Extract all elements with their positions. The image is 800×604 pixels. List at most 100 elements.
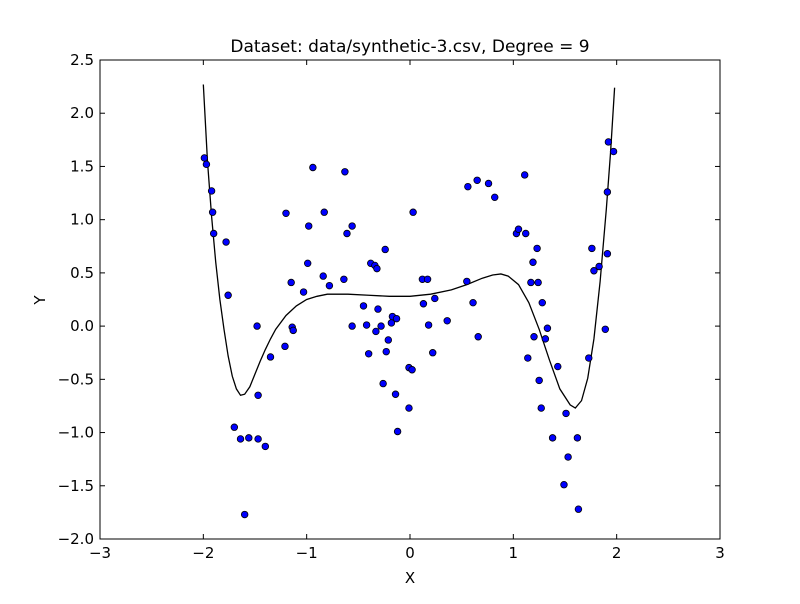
data-point <box>529 258 537 266</box>
y-tick-label: 2.0 <box>70 104 94 122</box>
plot-area: −3 −2 −1 0 1 2 3 −2.0 −1.5 −1.0 −0.5 0.0 0.5 1.0 1.5 2.… <box>58 51 725 562</box>
data-point <box>245 434 253 442</box>
data-point <box>381 245 389 254</box>
data-point <box>230 423 239 431</box>
data-point <box>340 275 348 283</box>
data-point <box>560 481 568 489</box>
x-tick-label: 2 <box>612 544 622 562</box>
data-point <box>408 366 416 374</box>
y-tick-label: 0.5 <box>70 264 94 282</box>
data-point <box>391 390 400 398</box>
data-point <box>484 179 493 188</box>
data-point <box>261 442 270 451</box>
data-point <box>585 354 593 362</box>
x-tick-label: 1 <box>509 544 519 562</box>
data-point <box>604 138 613 146</box>
data-point <box>405 404 413 412</box>
chart-title: Dataset: data/synthetic-3.csv, Degree = … <box>230 37 589 57</box>
data-point <box>533 244 541 253</box>
data-point <box>253 322 261 330</box>
data-point <box>304 259 312 268</box>
data-point <box>419 300 428 308</box>
data-point <box>601 325 609 333</box>
data-point <box>254 435 262 443</box>
data-point <box>373 264 381 273</box>
data-point <box>208 208 217 216</box>
data-point <box>382 347 390 356</box>
data-point <box>527 278 535 287</box>
data-point <box>236 435 245 443</box>
data-point <box>362 321 371 329</box>
data-point <box>603 250 612 258</box>
data-point <box>379 379 387 388</box>
data-point <box>372 327 380 336</box>
y-axis-label: Y <box>31 295 49 306</box>
data-point <box>534 278 542 287</box>
x-tick-label: −2 <box>192 544 214 562</box>
data-point <box>409 208 417 216</box>
data-point <box>463 277 471 286</box>
data-point <box>562 409 570 418</box>
data-point <box>384 336 392 344</box>
fit-curve <box>202 84 616 409</box>
data-point <box>343 229 351 238</box>
data-point <box>564 453 572 461</box>
y-tick-label: 1.0 <box>70 211 94 229</box>
y-tick-label: 2.5 <box>70 51 94 69</box>
data-point <box>464 182 472 191</box>
data-point <box>281 342 289 351</box>
y-tick-label: −0.5 <box>58 370 94 388</box>
data-point <box>514 225 523 233</box>
y-tick-label: 0.0 <box>70 317 94 335</box>
data-point <box>392 314 401 323</box>
data-point <box>535 376 543 385</box>
data-point <box>325 281 334 290</box>
x-tick-label: 0 <box>405 544 415 562</box>
y-tick-label: 1.5 <box>70 157 94 175</box>
data-point <box>590 267 598 275</box>
data-point <box>541 335 550 343</box>
data-point <box>548 434 557 442</box>
data-point <box>209 229 218 238</box>
data-point <box>202 160 211 169</box>
data-point <box>522 229 530 238</box>
data-point <box>491 193 499 202</box>
data-point <box>524 354 532 362</box>
data-point <box>254 391 262 399</box>
data-point <box>309 163 317 172</box>
x-tick-label: −3 <box>89 544 111 562</box>
data-point <box>521 171 529 179</box>
data-point <box>543 324 552 332</box>
data-point <box>537 404 545 412</box>
data-point <box>573 434 582 442</box>
data-point <box>595 262 603 271</box>
data-point <box>374 305 382 313</box>
data-point <box>530 333 538 341</box>
data-point <box>320 208 328 216</box>
data-point <box>348 322 356 330</box>
data-point <box>609 147 618 156</box>
data-point <box>469 298 477 307</box>
data-point <box>474 333 482 341</box>
data-point <box>282 209 290 217</box>
data-point <box>538 298 546 307</box>
x-tick-label: −1 <box>296 544 318 562</box>
data-point <box>574 505 583 513</box>
data-point <box>289 326 297 335</box>
data-point <box>588 244 596 253</box>
x-tick-label: 3 <box>715 544 725 562</box>
data-point <box>348 222 356 230</box>
data-point <box>200 154 209 162</box>
data-point <box>319 272 327 280</box>
data-point <box>222 238 230 246</box>
data-point <box>299 288 308 296</box>
y-tick-label: −1.5 <box>58 477 94 495</box>
data-point <box>224 291 232 299</box>
x-axis-label: X <box>405 569 415 587</box>
data-point <box>364 350 373 358</box>
data-point <box>424 321 433 329</box>
data-point <box>341 168 349 176</box>
